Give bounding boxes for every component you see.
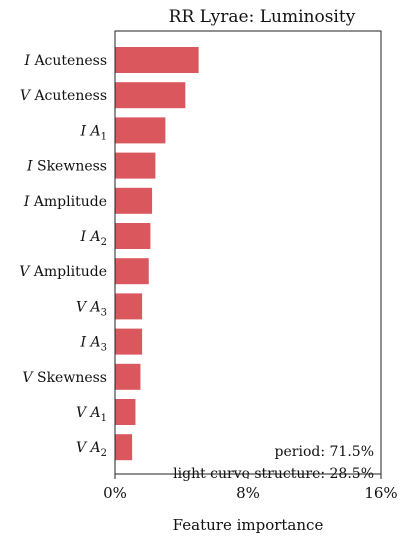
- y-tick-label-name: A: [86, 335, 101, 351]
- y-tick-label-var: I: [23, 194, 30, 210]
- y-tick-label-var: I: [80, 123, 87, 139]
- y-tick-label-subscript: 3: [101, 343, 107, 354]
- y-tick-label-8: I A3: [80, 335, 107, 354]
- y-tick-label-name: Amplitude: [29, 264, 107, 280]
- bar-9: [115, 363, 141, 390]
- bar-4: [115, 187, 153, 214]
- y-tick-label-var: I: [26, 159, 33, 175]
- bar-1: [115, 82, 186, 109]
- y-tick-label-var: V: [76, 405, 88, 421]
- y-tick-label-subscript: 1: [101, 131, 107, 142]
- y-tick-label-var: V: [19, 264, 31, 280]
- y-tick-label-11: V A2: [76, 440, 107, 459]
- bar-8: [115, 328, 143, 355]
- y-tick-label-subscript: 2: [101, 448, 107, 459]
- y-tick-label-2: I A1: [80, 123, 107, 142]
- chart-title: RR Lyrae: Luminosity: [169, 7, 356, 27]
- annotation-period: period: 71.5%: [275, 444, 374, 460]
- y-tick-label-var: V: [76, 440, 88, 456]
- x-ticks: 0% 8% 16%: [103, 474, 398, 502]
- x-tick-label-1: 8%: [236, 484, 260, 502]
- bar-6: [115, 258, 149, 285]
- y-tick-label-1: V Acuteness: [20, 88, 107, 104]
- y-tick-label-name: Acuteness: [30, 88, 107, 104]
- y-tick-label-var: V: [76, 299, 88, 315]
- y-tick-label-10: V A1: [76, 405, 107, 424]
- bar-2: [115, 117, 166, 144]
- y-tick-label-9: V Skewness: [22, 370, 107, 386]
- bar-10: [115, 399, 136, 425]
- y-tick-label-5: I A2: [80, 229, 107, 248]
- y-tick-label-subscript: 2: [101, 237, 107, 248]
- y-tick-label-name: A: [86, 299, 101, 315]
- y-tick-label-7: V A3: [76, 299, 107, 318]
- y-tick-label-var: V: [20, 88, 32, 104]
- y-tick-label-name: Amplitude: [29, 194, 107, 210]
- y-tick-label-subscript: 1: [101, 413, 107, 424]
- bar-5: [115, 223, 151, 249]
- y-tick-label-6: V Amplitude: [19, 264, 107, 280]
- x-tick-label-0: 0%: [103, 484, 127, 502]
- y-tick-label-3: I Skewness: [26, 159, 107, 175]
- x-axis-label: Feature importance: [173, 516, 324, 534]
- y-tick-label-var: I: [80, 335, 87, 351]
- bar-0: [115, 47, 199, 73]
- y-tick-label-name: A: [86, 405, 101, 421]
- annotation-light-curve-structure: light curve structure: 28.5%: [173, 466, 374, 482]
- y-tick-label-name: Acuteness: [30, 53, 107, 69]
- bar-7: [115, 293, 143, 320]
- bar-11: [115, 434, 133, 461]
- y-tick-label-name: Skewness: [33, 370, 107, 386]
- bars-group: [115, 47, 199, 461]
- y-tick-label-subscript: 3: [101, 307, 107, 318]
- y-tick-label-0: I Acuteness: [23, 53, 107, 69]
- y-tick-label-var: V: [22, 370, 34, 386]
- x-tick-label-2: 16%: [364, 484, 397, 502]
- y-tick-label-var: I: [80, 229, 87, 245]
- y-tick-label-name: A: [86, 229, 101, 245]
- bar-3: [115, 152, 156, 179]
- y-tick-label-name: Skewness: [33, 159, 107, 175]
- y-tick-label-var: I: [23, 53, 30, 69]
- y-tick-label-name: A: [86, 123, 101, 139]
- y-tick-label-name: A: [86, 440, 101, 456]
- y-tick-label-4: I Amplitude: [23, 194, 107, 210]
